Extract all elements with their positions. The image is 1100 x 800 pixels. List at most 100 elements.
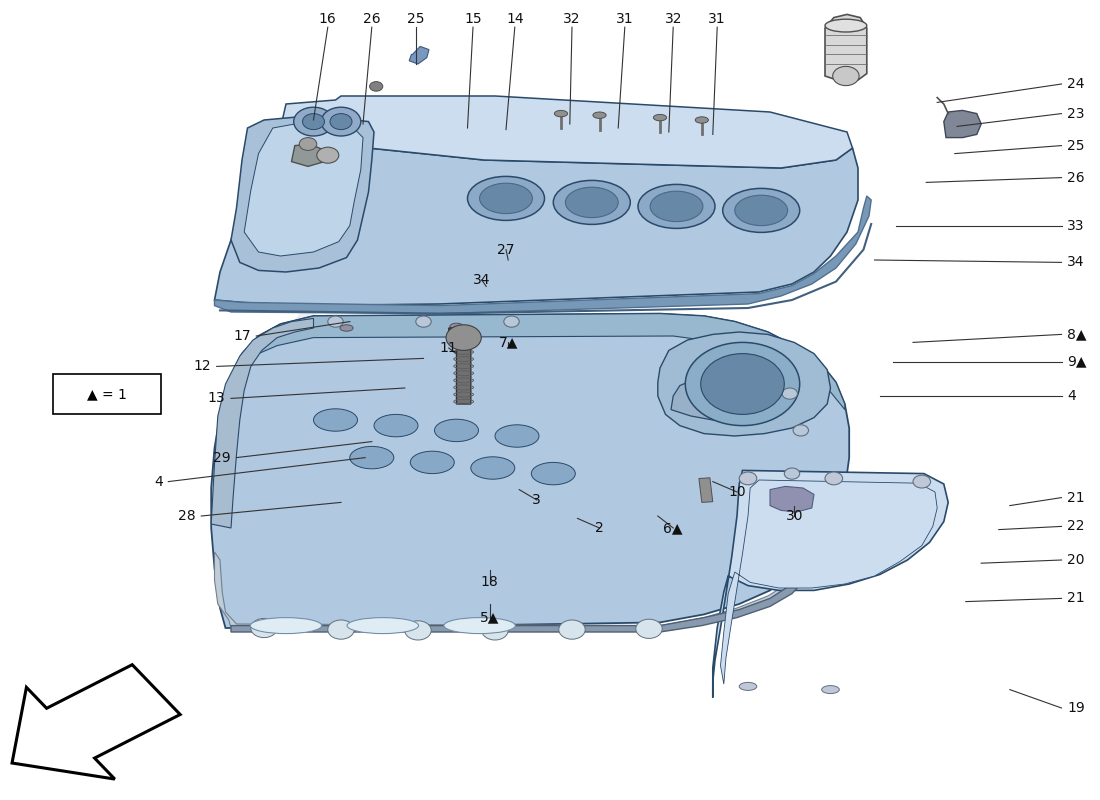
Text: 21: 21 <box>1067 490 1085 505</box>
Circle shape <box>701 354 784 414</box>
Ellipse shape <box>565 187 618 218</box>
Text: 26: 26 <box>1067 170 1085 185</box>
Polygon shape <box>244 122 363 256</box>
Bar <box>698 478 713 502</box>
Text: 31: 31 <box>708 11 726 26</box>
Circle shape <box>299 138 317 150</box>
Polygon shape <box>720 480 937 684</box>
Circle shape <box>328 620 354 639</box>
Text: 23: 23 <box>1067 106 1085 121</box>
Polygon shape <box>242 314 845 410</box>
Polygon shape <box>211 318 314 528</box>
Text: 32: 32 <box>664 11 682 26</box>
Text: 6▲: 6▲ <box>663 521 683 535</box>
Ellipse shape <box>450 323 463 330</box>
Text: 4: 4 <box>154 474 163 489</box>
Text: 9▲: 9▲ <box>1067 354 1087 369</box>
Circle shape <box>317 147 339 163</box>
Ellipse shape <box>444 618 515 634</box>
Text: 11: 11 <box>440 341 458 355</box>
Ellipse shape <box>471 457 515 479</box>
Text: 34: 34 <box>473 273 491 287</box>
Ellipse shape <box>314 409 358 431</box>
Circle shape <box>504 316 519 327</box>
Polygon shape <box>12 665 180 779</box>
Circle shape <box>833 66 859 86</box>
Text: eurospar: eurospar <box>280 284 644 484</box>
Polygon shape <box>713 470 948 698</box>
Ellipse shape <box>340 325 353 331</box>
Ellipse shape <box>553 180 630 225</box>
Ellipse shape <box>735 195 788 226</box>
Text: 34: 34 <box>1067 255 1085 270</box>
Circle shape <box>739 472 757 485</box>
Ellipse shape <box>531 462 575 485</box>
Text: 15: 15 <box>464 11 482 26</box>
Ellipse shape <box>739 682 757 690</box>
Text: 28: 28 <box>178 509 196 523</box>
Text: 17: 17 <box>233 329 251 343</box>
Ellipse shape <box>723 188 800 233</box>
Circle shape <box>559 620 585 639</box>
Circle shape <box>321 107 361 136</box>
Circle shape <box>482 621 508 640</box>
Circle shape <box>294 107 333 136</box>
Ellipse shape <box>410 451 454 474</box>
Ellipse shape <box>825 19 867 32</box>
Circle shape <box>636 619 662 638</box>
Text: 12: 12 <box>194 359 211 374</box>
Circle shape <box>251 618 277 638</box>
Polygon shape <box>231 116 374 272</box>
FancyBboxPatch shape <box>53 374 161 414</box>
Circle shape <box>330 114 352 130</box>
Polygon shape <box>449 328 473 404</box>
Ellipse shape <box>374 414 418 437</box>
Polygon shape <box>292 144 324 166</box>
Text: 8▲: 8▲ <box>1067 327 1087 342</box>
Circle shape <box>913 475 931 488</box>
Polygon shape <box>211 314 849 628</box>
Ellipse shape <box>593 112 606 118</box>
Polygon shape <box>658 332 830 436</box>
Polygon shape <box>214 128 858 306</box>
Text: 21: 21 <box>1067 591 1085 606</box>
Circle shape <box>793 425 808 436</box>
Circle shape <box>370 82 383 91</box>
Circle shape <box>447 325 482 350</box>
Circle shape <box>685 342 800 426</box>
Circle shape <box>405 621 431 640</box>
Circle shape <box>825 472 843 485</box>
Ellipse shape <box>822 686 839 694</box>
Circle shape <box>784 468 800 479</box>
Ellipse shape <box>695 117 708 123</box>
Circle shape <box>328 316 343 327</box>
Text: 27: 27 <box>497 242 515 257</box>
Text: 26: 26 <box>363 11 381 26</box>
Polygon shape <box>825 14 867 82</box>
Circle shape <box>302 114 324 130</box>
Text: 16: 16 <box>319 11 337 26</box>
Text: 19: 19 <box>1067 701 1085 715</box>
Ellipse shape <box>638 184 715 229</box>
Text: 33: 33 <box>1067 218 1085 233</box>
Polygon shape <box>280 96 852 168</box>
Text: 25: 25 <box>1067 138 1085 153</box>
Text: 4: 4 <box>1067 389 1076 403</box>
Ellipse shape <box>653 114 667 121</box>
Polygon shape <box>231 584 801 632</box>
Text: 7▲: 7▲ <box>498 335 518 350</box>
Polygon shape <box>770 486 814 512</box>
Text: 32: 32 <box>563 11 581 26</box>
Ellipse shape <box>480 183 532 214</box>
Polygon shape <box>214 196 871 314</box>
Text: 10: 10 <box>728 485 746 499</box>
Text: 13: 13 <box>208 391 226 406</box>
Text: 20: 20 <box>1067 553 1085 567</box>
Text: 25: 25 <box>407 11 425 26</box>
Polygon shape <box>214 546 814 630</box>
Text: 24: 24 <box>1067 77 1085 91</box>
Ellipse shape <box>468 176 544 221</box>
Ellipse shape <box>346 618 418 634</box>
Text: 2: 2 <box>595 521 604 535</box>
Polygon shape <box>944 110 981 138</box>
